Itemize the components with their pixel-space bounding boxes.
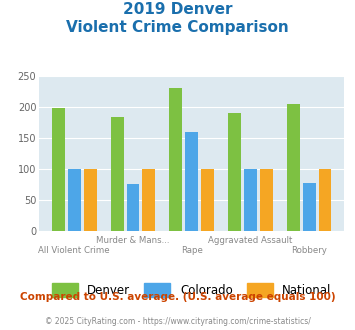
Bar bbox=[303, 183, 316, 231]
Bar bbox=[201, 169, 214, 231]
Text: © 2025 CityRating.com - https://www.cityrating.com/crime-statistics/: © 2025 CityRating.com - https://www.city… bbox=[45, 317, 310, 326]
Text: 2019 Denver: 2019 Denver bbox=[123, 2, 232, 16]
Bar bbox=[126, 184, 140, 231]
Bar bbox=[318, 169, 332, 231]
Legend: Denver, Colorado, National: Denver, Colorado, National bbox=[52, 283, 332, 297]
Bar bbox=[287, 104, 300, 231]
Bar bbox=[260, 169, 273, 231]
Bar bbox=[68, 169, 81, 231]
Text: Robbery: Robbery bbox=[291, 246, 327, 255]
Bar bbox=[228, 113, 241, 231]
Bar bbox=[111, 117, 124, 231]
Bar bbox=[244, 169, 257, 231]
Text: All Violent Crime: All Violent Crime bbox=[38, 246, 110, 255]
Bar bbox=[84, 169, 97, 231]
Text: Aggravated Assault: Aggravated Assault bbox=[208, 236, 293, 245]
Bar bbox=[52, 108, 65, 231]
Text: Murder & Mans...: Murder & Mans... bbox=[96, 236, 170, 245]
Bar bbox=[185, 132, 198, 231]
Bar bbox=[169, 88, 182, 231]
Text: Rape: Rape bbox=[181, 246, 203, 255]
Text: Violent Crime Comparison: Violent Crime Comparison bbox=[66, 20, 289, 35]
Text: Compared to U.S. average. (U.S. average equals 100): Compared to U.S. average. (U.S. average … bbox=[20, 292, 335, 302]
Bar bbox=[142, 169, 155, 231]
